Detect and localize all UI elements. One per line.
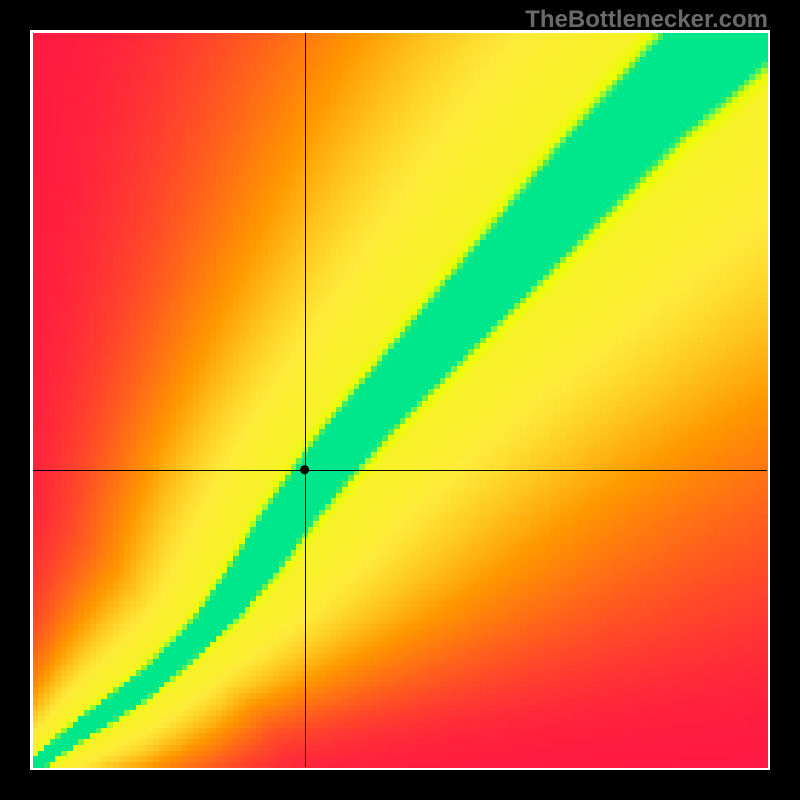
chart-container: { "type": "heatmap", "source_watermark":… <box>0 0 800 800</box>
bottleneck-heatmap <box>0 0 800 800</box>
